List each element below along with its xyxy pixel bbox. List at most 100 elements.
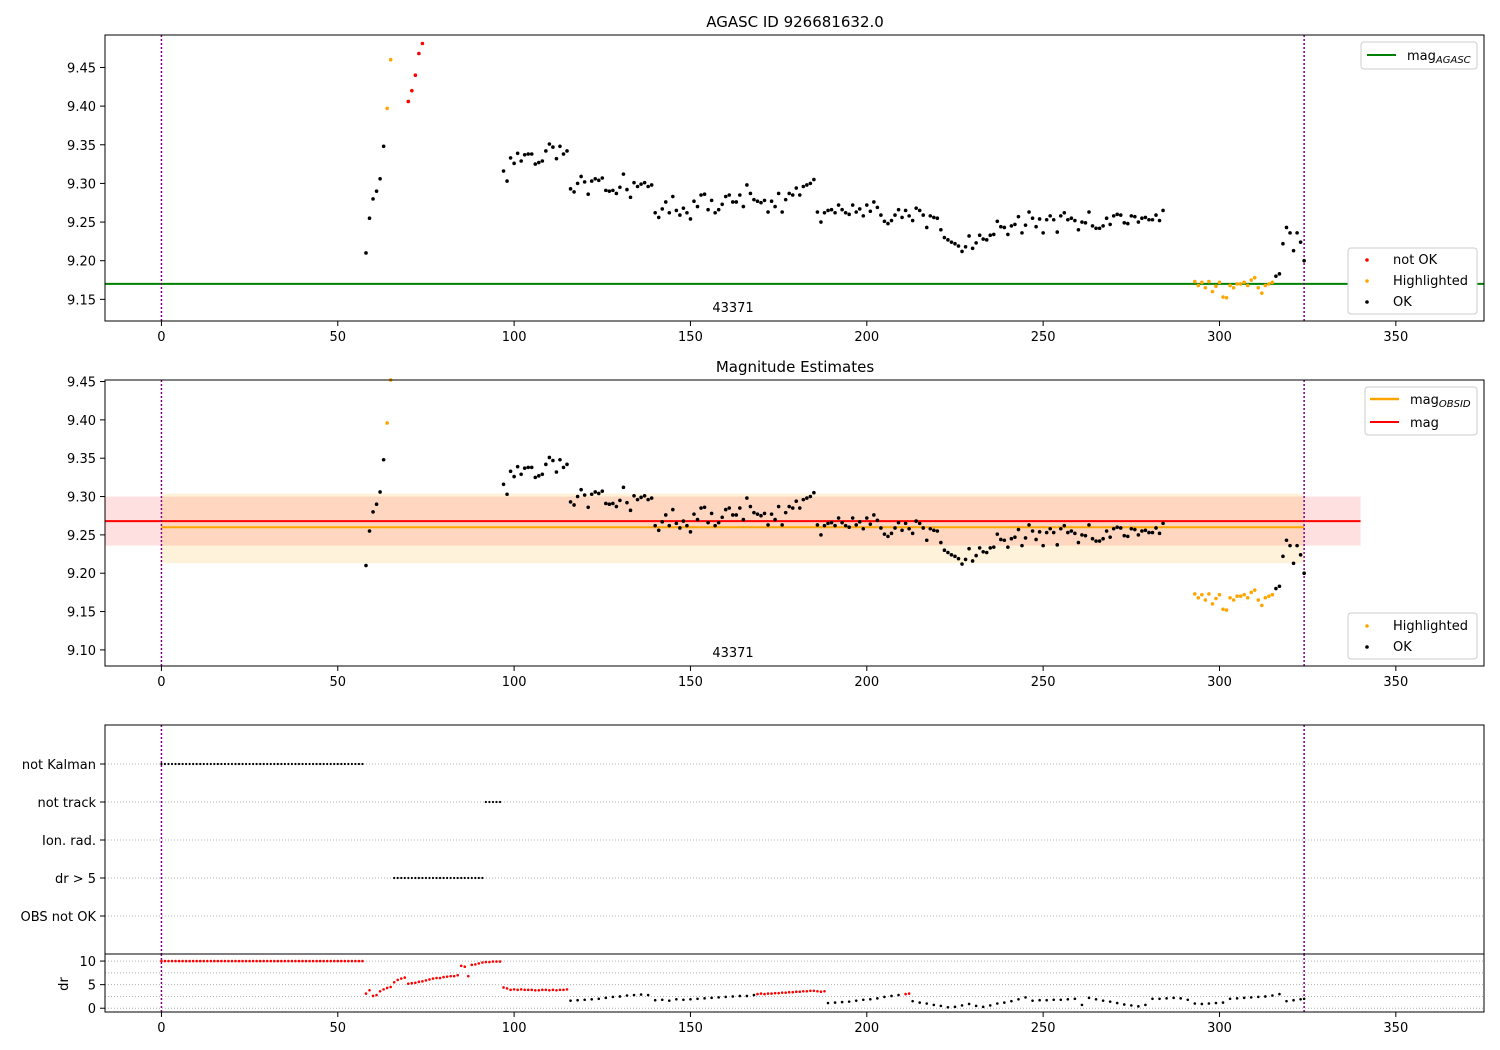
flag-point — [297, 762, 301, 766]
flag-point — [361, 762, 364, 766]
data-point — [723, 194, 728, 199]
data-point — [876, 997, 879, 1000]
data-point — [956, 556, 961, 561]
data-point — [1267, 282, 1271, 286]
y-tick-label: 9.15 — [67, 606, 96, 621]
data-point — [515, 464, 520, 469]
x-tick-label: 100 — [502, 1021, 527, 1036]
flag-point — [234, 762, 237, 766]
data-point — [769, 512, 774, 516]
data-point — [692, 512, 696, 516]
data-point — [791, 990, 795, 994]
data-point — [787, 504, 792, 509]
y-tick-label: 9.20 — [67, 567, 96, 582]
data-point — [981, 549, 985, 554]
data-point — [382, 988, 385, 991]
x-tick-label: 350 — [1383, 330, 1408, 345]
data-point — [850, 516, 855, 520]
flag-point — [336, 762, 339, 766]
flag-point — [477, 876, 480, 880]
flag-point — [185, 762, 188, 766]
data-point — [724, 995, 728, 999]
data-point — [963, 244, 968, 249]
data-point — [526, 465, 531, 470]
data-point — [325, 959, 329, 963]
x-tick-label: 100 — [502, 330, 527, 345]
data-point — [544, 462, 548, 467]
x-tick-label: 50 — [329, 330, 346, 345]
data-point — [1108, 535, 1112, 539]
flag-point — [248, 762, 251, 766]
data-point — [745, 496, 749, 500]
data-point — [674, 521, 679, 526]
data-point — [540, 159, 545, 163]
data-point — [890, 994, 893, 998]
data-point — [1161, 208, 1165, 213]
data-point — [847, 1000, 851, 1003]
data-point — [1235, 997, 1239, 1000]
data-point — [625, 187, 629, 192]
data-point — [593, 176, 598, 181]
flag-point — [230, 762, 234, 766]
flag-point — [403, 876, 406, 880]
data-point — [1144, 1003, 1147, 1007]
data-point — [322, 959, 325, 963]
data-point — [924, 225, 929, 230]
data-point — [1260, 291, 1264, 295]
data-point — [984, 238, 989, 242]
data-point — [459, 964, 463, 968]
data-point — [1288, 231, 1292, 235]
data-point — [632, 180, 636, 185]
x-tick-label: 0 — [157, 1021, 165, 1036]
data-point — [1013, 535, 1017, 539]
data-point — [565, 988, 569, 991]
data-point — [251, 959, 255, 963]
data-point — [399, 977, 403, 980]
data-point — [907, 526, 911, 531]
data-point — [649, 496, 654, 500]
data-point — [759, 200, 763, 205]
top-panel-agasc: 0 50 100 150 200 250 300 350 9.15 9.20 9.25 9.30 9.3… — [67, 34, 1485, 345]
data-point — [554, 156, 559, 161]
data-point — [1136, 220, 1141, 224]
data-point — [731, 995, 735, 998]
data-point — [421, 980, 424, 983]
data-point — [551, 988, 555, 992]
data-point — [1288, 543, 1292, 548]
data-point — [568, 500, 573, 504]
data-point — [678, 213, 682, 217]
data-point — [1302, 997, 1306, 1001]
data-point — [562, 988, 565, 992]
data-point — [294, 959, 297, 963]
flag-point — [287, 762, 290, 766]
data-point — [805, 989, 809, 993]
data-point — [802, 989, 805, 993]
data-point — [1097, 539, 1102, 543]
data-point — [474, 963, 477, 966]
data-point — [773, 991, 777, 995]
data-point — [681, 519, 686, 523]
axes-frame — [104, 953, 1485, 1013]
data-point — [836, 516, 841, 520]
flag-point — [329, 762, 332, 766]
legend-mag-obsid-label: mag — [1410, 393, 1439, 408]
data-point — [1101, 999, 1105, 1002]
data-point — [1038, 998, 1041, 1002]
data-point — [656, 528, 661, 533]
data-point — [843, 210, 848, 215]
data-point — [491, 960, 495, 963]
data-point — [797, 193, 802, 197]
data-point — [1245, 283, 1250, 288]
data-point — [410, 88, 414, 93]
data-point — [639, 993, 643, 996]
data-point — [776, 504, 781, 509]
data-point — [258, 959, 262, 963]
data-point — [991, 545, 996, 549]
data-point — [529, 465, 534, 470]
flag-point — [400, 876, 403, 880]
data-point — [946, 1005, 950, 1009]
flag-point — [308, 762, 311, 766]
data-point — [625, 500, 629, 505]
data-point — [702, 192, 707, 197]
data-point — [960, 1004, 964, 1007]
